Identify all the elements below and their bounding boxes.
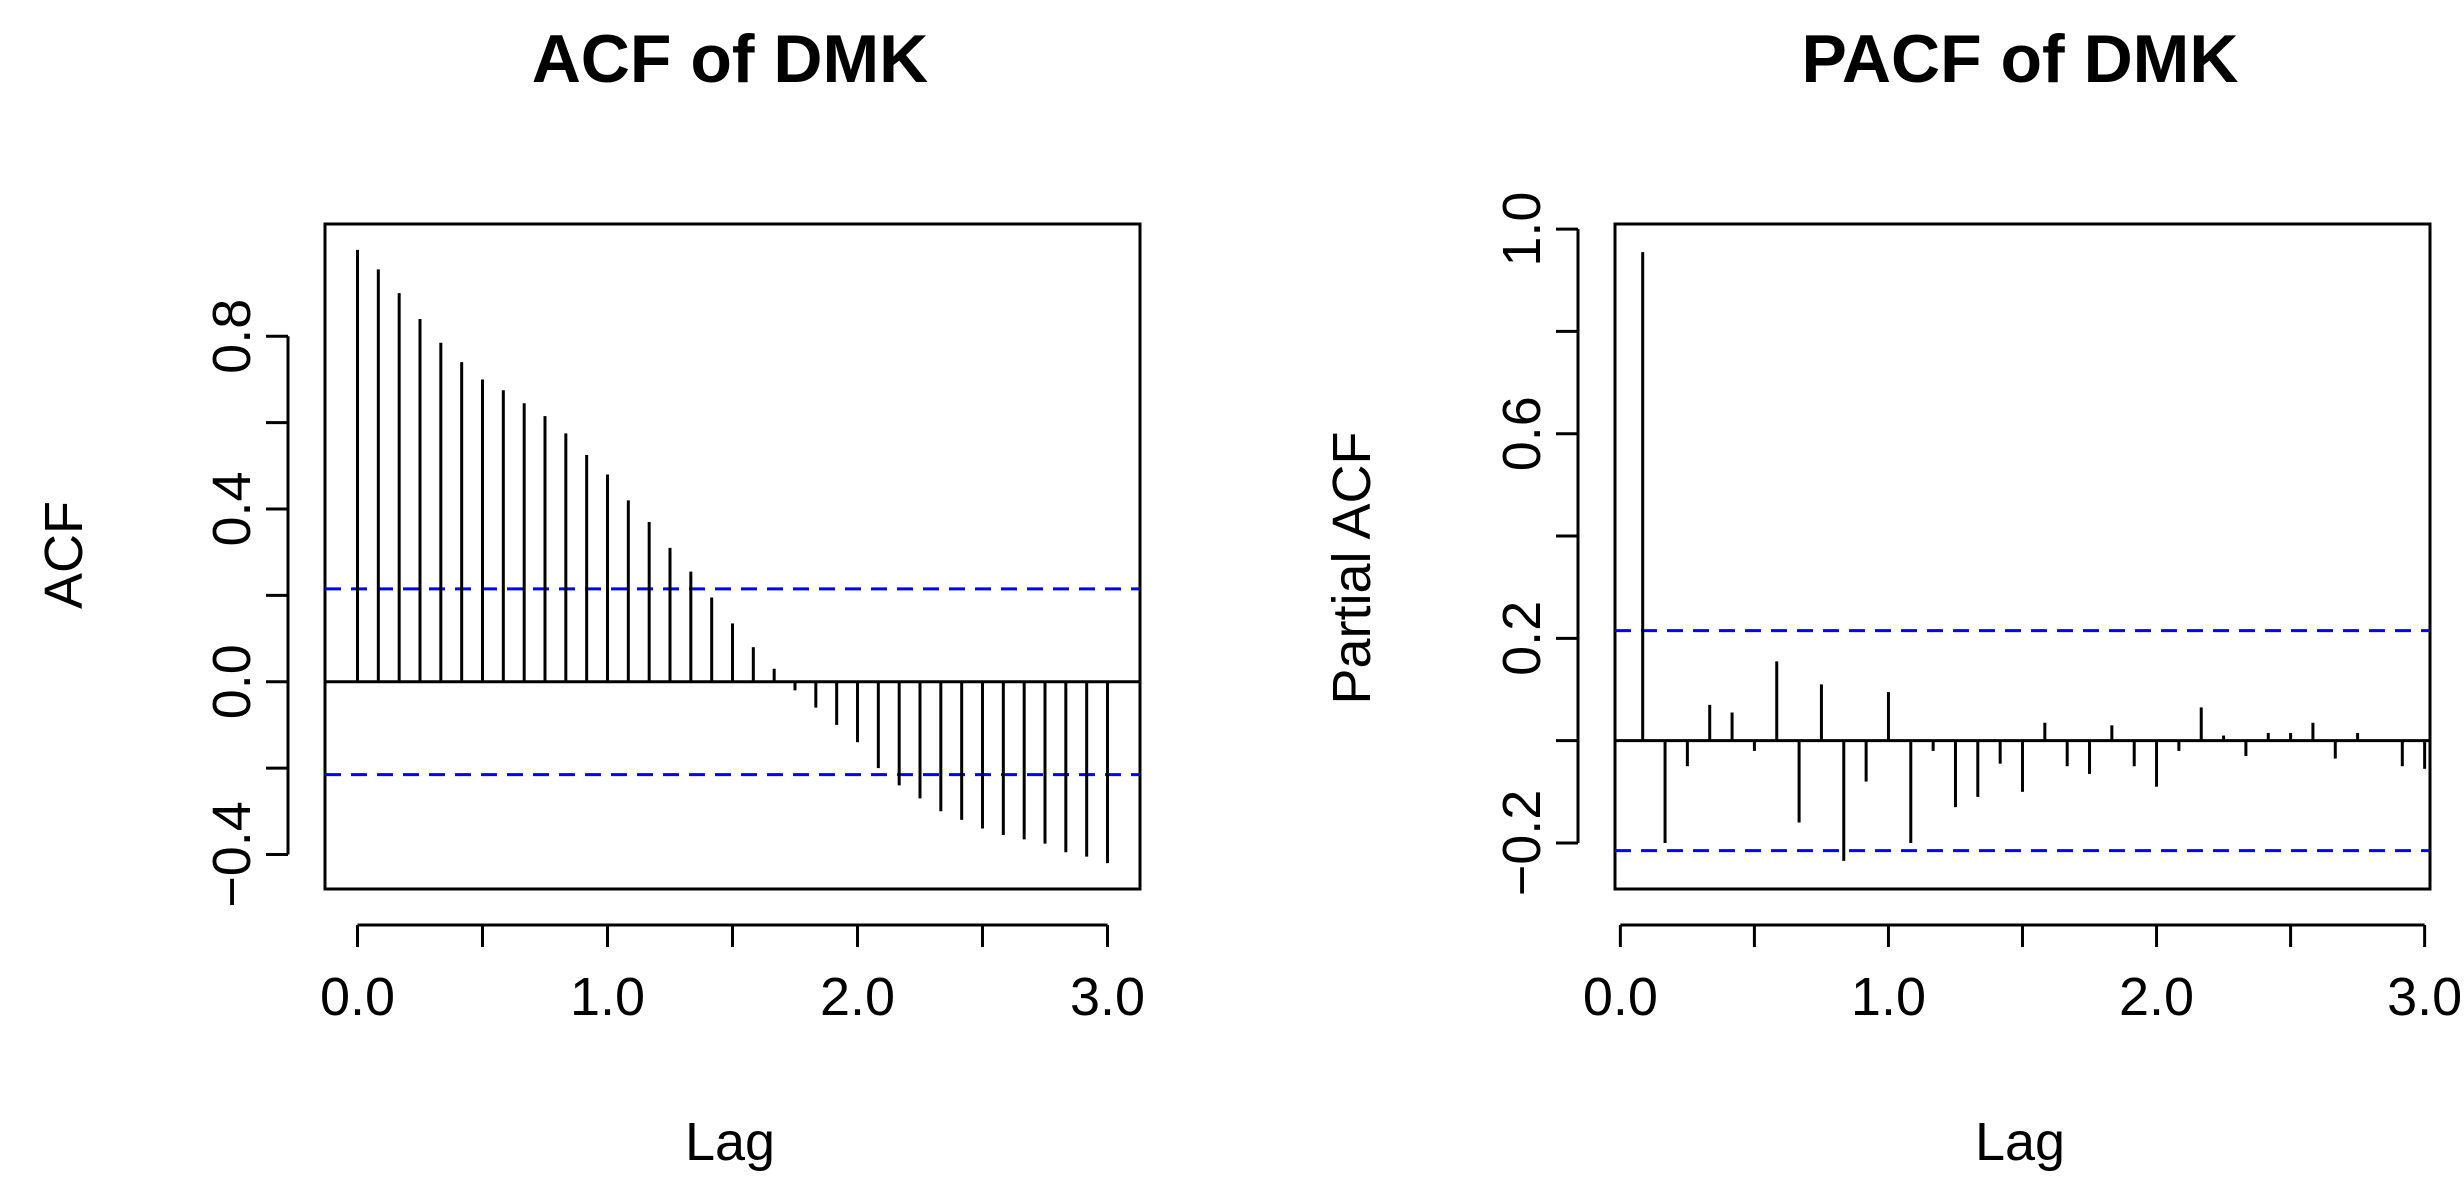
acf-panel: ACF of DMK Lag ACF −0.4 0.0 0.4 0.8 0.0 1.0 2… xyxy=(34,21,1145,1172)
acf-chart-title: ACF of DMK xyxy=(532,21,929,97)
acf-y-axis: −0.4 0.0 0.4 0.8 xyxy=(202,299,290,908)
pacf-panel: PACF of DMK Lag Partial ACF −0.2 0.2 0.6 1.… xyxy=(1322,21,2462,1172)
acf-x-tick-label: 2.0 xyxy=(820,967,895,1027)
pacf-x-tick-label: 1.0 xyxy=(1851,967,1926,1027)
acf-plot-frame xyxy=(323,222,1142,891)
acf-y-tick-label: −0.4 xyxy=(202,801,262,908)
acf-x-tick-label: 0.0 xyxy=(320,967,395,1027)
pacf-y-axis-label: Partial ACF xyxy=(1322,431,1382,704)
acf-x-axis: 0.0 1.0 2.0 3.0 xyxy=(320,923,1145,1027)
acf-bars xyxy=(356,249,1109,864)
pacf-y-axis: −0.2 0.2 0.6 1.0 xyxy=(1492,192,1580,897)
pacf-bars xyxy=(1641,252,2427,861)
pacf-x-axis: 0.0 1.0 2.0 3.0 xyxy=(1583,923,2462,1027)
pacf-x-tick-label: 0.0 xyxy=(1583,967,1658,1027)
pacf-x-axis-label: Lag xyxy=(1975,1112,2065,1172)
pacf-plot-frame xyxy=(1613,222,2432,891)
pacf-chart-title: PACF of DMK xyxy=(1802,21,2239,97)
acf-x-axis-label: Lag xyxy=(685,1112,775,1172)
pacf-x-tick-label: 2.0 xyxy=(2119,967,2194,1027)
acf-y-tick-label: 0.8 xyxy=(202,299,262,374)
acf-x-tick-label: 3.0 xyxy=(1070,967,1145,1027)
pacf-y-tick-label: 1.0 xyxy=(1492,192,1552,267)
acf-x-tick-label: 1.0 xyxy=(570,967,645,1027)
pacf-y-tick-label: 0.6 xyxy=(1492,396,1552,471)
pacf-confidence-bounds xyxy=(1615,629,2430,853)
pacf-x-tick-label: 3.0 xyxy=(2387,967,2462,1027)
acf-y-axis-label: ACF xyxy=(34,501,94,609)
acf-y-tick-label: 0.4 xyxy=(202,471,262,546)
pacf-y-tick-label: −0.2 xyxy=(1492,790,1552,897)
pacf-y-tick-label: 0.2 xyxy=(1492,601,1552,676)
acf-y-tick-label: 0.0 xyxy=(202,644,262,719)
